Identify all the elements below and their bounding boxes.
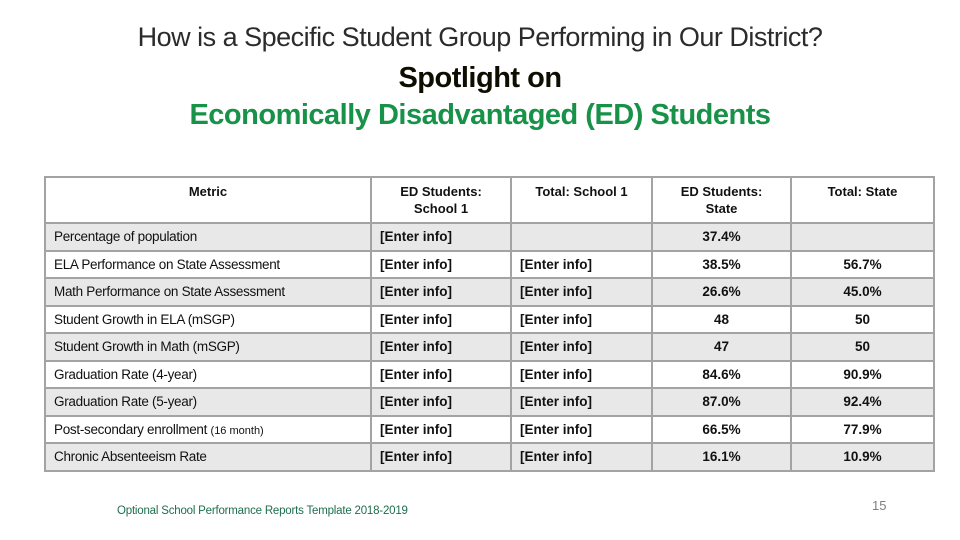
value-cell: 77.9%: [790, 414, 935, 444]
header-label: ED Students:: [680, 184, 763, 199]
metric-label: Chronic Absenteeism Rate: [54, 449, 207, 465]
enter-info-cell: [Enter info]: [510, 442, 653, 472]
metric-label: Graduation Rate (4-year): [54, 366, 197, 382]
metric-label: Math Performance on State Assessment: [54, 284, 285, 300]
enter-info-cell: [Enter info]: [370, 222, 512, 252]
enter-info-cell: [Enter info]: [370, 249, 512, 279]
metric-note: (16 month): [210, 424, 264, 437]
table-row-post-secondary-enrollment: Post-secondary enrollment (16 month) [En…: [44, 414, 935, 444]
metric-cell: Student Growth in ELA (mSGP): [44, 304, 372, 334]
value-cell: 38.5%: [651, 249, 792, 279]
table-row-graduation-rate-5yr: Graduation Rate (5-year) [Enter info] [E…: [44, 387, 935, 417]
table-row-math-performance: Math Performance on State Assessment [En…: [44, 277, 935, 307]
value-cell: 56.7%: [790, 249, 935, 279]
enter-info-cell: [Enter info]: [370, 414, 512, 444]
page-number: 15: [872, 498, 887, 513]
metric-cell: Math Performance on State Assessment: [44, 277, 372, 307]
value-cell: 37.4%: [651, 222, 792, 252]
metric-label: Percentage of population: [54, 229, 197, 245]
enter-info-cell: [Enter info]: [370, 277, 512, 307]
metric-label: Student Growth in ELA (mSGP): [54, 311, 235, 327]
col-header-ed-students-school1: ED Students: School 1: [370, 176, 512, 224]
value-cell: 16.1%: [651, 442, 792, 472]
value-cell: 50: [790, 332, 935, 362]
table-row-graduation-rate-4yr: Graduation Rate (4-year) [Enter info] [E…: [44, 359, 935, 389]
col-header-metric: Metric: [44, 176, 372, 224]
metric-label: ELA Performance on State Assessment: [54, 256, 280, 272]
hatched-empty-cell: [510, 222, 653, 252]
enter-info-cell: [Enter info]: [370, 387, 512, 417]
value-cell: 48: [651, 304, 792, 334]
slide-title: How is a Specific Student Group Performi…: [137, 22, 823, 52]
metric-cell: Post-secondary enrollment (16 month): [44, 414, 372, 444]
header-label: ED Students:: [400, 184, 482, 199]
header-label: Total: State: [827, 184, 898, 199]
header-label: State: [705, 201, 738, 216]
metric-cell: Graduation Rate (4-year): [44, 359, 372, 389]
value-cell: 47: [651, 332, 792, 362]
enter-info-cell: [Enter info]: [370, 359, 512, 389]
enter-info-cell: [Enter info]: [510, 277, 653, 307]
table-row-student-growth-math: Student Growth in Math (mSGP) [Enter inf…: [44, 332, 935, 362]
col-header-total-state: Total: State: [790, 176, 935, 224]
performance-table: Metric ED Students: School 1 Total: Schoo…: [44, 176, 935, 472]
col-header-total-school1: Total: School 1: [510, 176, 653, 224]
slide-subtitle-spotlight: Spotlight on: [398, 62, 562, 94]
enter-info-cell: [Enter info]: [510, 332, 653, 362]
value-cell: 50: [790, 304, 935, 334]
enter-info-cell: [Enter info]: [370, 442, 512, 472]
enter-info-cell: [Enter info]: [370, 304, 512, 334]
metric-label: Student Growth in Math (mSGP): [54, 339, 240, 355]
enter-info-cell: [Enter info]: [510, 304, 653, 334]
value-cell: 66.5%: [651, 414, 792, 444]
value-cell: 45.0%: [790, 277, 935, 307]
header-label: Total: School 1: [535, 184, 628, 199]
footer-template-credit: Optional School Performance Reports Temp…: [117, 505, 408, 517]
metric-cell: Graduation Rate (5-year): [44, 387, 372, 417]
metric-label: Post-secondary enrollment: [54, 421, 208, 437]
value-cell: 26.6%: [651, 277, 792, 307]
table-row-chronic-absenteeism: Chronic Absenteeism Rate [Enter info] [E…: [44, 442, 935, 472]
enter-info-cell: [Enter info]: [510, 359, 653, 389]
value-cell: 92.4%: [790, 387, 935, 417]
metric-label: Graduation Rate (5-year): [54, 394, 197, 410]
table-row-percentage-of-population: Percentage of population [Enter info] 37…: [44, 222, 935, 252]
metric-cell: Percentage of population: [44, 222, 372, 252]
metric-cell: Chronic Absenteeism Rate: [44, 442, 372, 472]
enter-info-cell: [Enter info]: [510, 387, 653, 417]
col-header-ed-students-state: ED Students: State: [651, 176, 792, 224]
table-row-ela-performance: ELA Performance on State Assessment [Ent…: [44, 249, 935, 279]
table-row-student-growth-ela: Student Growth in ELA (mSGP) [Enter info…: [44, 304, 935, 334]
hatched-empty-cell: [790, 222, 935, 252]
enter-info-cell: [Enter info]: [370, 332, 512, 362]
table-header-row: Metric ED Students: School 1 Total: Schoo…: [44, 176, 935, 224]
value-cell: 87.0%: [651, 387, 792, 417]
value-cell: 90.9%: [790, 359, 935, 389]
enter-info-cell: [Enter info]: [510, 414, 653, 444]
metric-cell: ELA Performance on State Assessment: [44, 249, 372, 279]
enter-info-cell: [Enter info]: [510, 249, 653, 279]
slide-subtitle-student-group: Economically Disadvantaged (ED) Students: [189, 99, 771, 131]
header-label: School 1: [413, 201, 469, 216]
value-cell: 10.9%: [790, 442, 935, 472]
metric-cell: Student Growth in Math (mSGP): [44, 332, 372, 362]
value-cell: 84.6%: [651, 359, 792, 389]
header-label: Metric: [188, 184, 228, 199]
